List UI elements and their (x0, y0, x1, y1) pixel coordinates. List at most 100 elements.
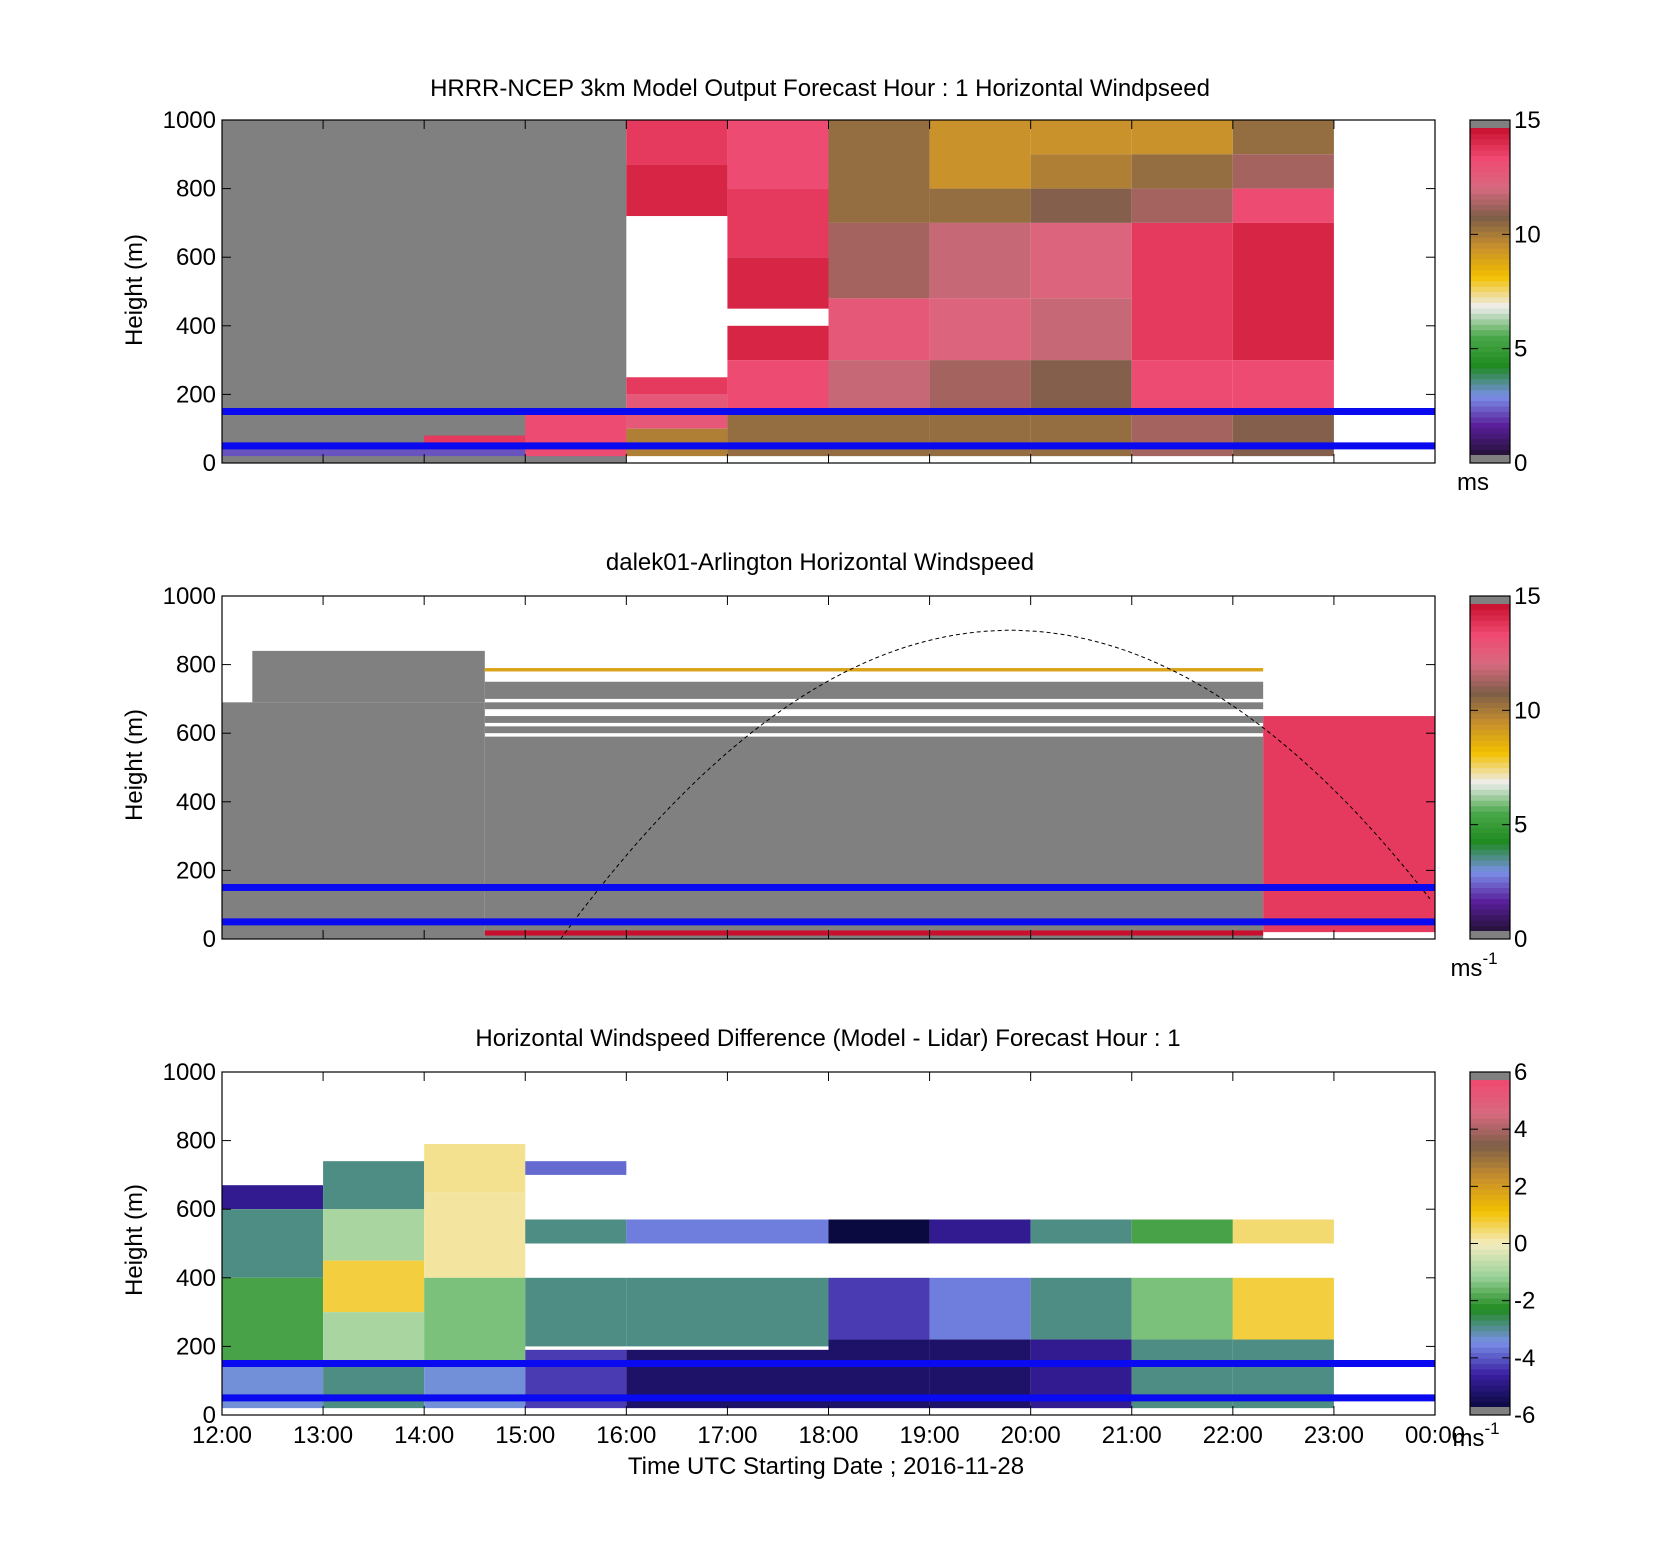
colorbar-segment (1470, 171, 1510, 178)
heatmap-cell (1030, 222, 1132, 299)
colorbar-segment (1470, 204, 1510, 211)
heatmap-cell (1131, 411, 1233, 457)
colorbar-segment (1470, 1080, 1510, 1087)
colorbar-segment (1470, 166, 1510, 173)
colorbar-segment (1470, 307, 1510, 314)
colorbar-segment (1470, 1183, 1510, 1190)
heatmap-cell (1131, 1277, 1233, 1340)
colorbar-segment (1470, 713, 1510, 720)
colorbar-segment (1470, 756, 1510, 763)
colorbar-segment (1470, 296, 1510, 303)
colorbar-segment (1470, 702, 1510, 709)
heatmap-cell (222, 1277, 324, 1364)
model-heatmap-area (222, 120, 1334, 463)
heatmap-cell (929, 1219, 1031, 1244)
colorbar-segment (1470, 642, 1510, 649)
model-colorbar-unit: ms (1457, 469, 1489, 496)
heatmap-cell (1030, 1219, 1132, 1244)
colorbar-segment (1470, 258, 1510, 265)
colorbar-segment (1470, 653, 1510, 660)
difference-overlay (222, 1360, 1435, 1402)
x-tick-label: 22:00 (1203, 1422, 1263, 1449)
y-tick-label: 200 (176, 381, 216, 408)
heatmap-cell (484, 668, 1264, 672)
heatmap-cell (1131, 222, 1233, 361)
x-tick-label: 17:00 (697, 1422, 757, 1449)
difference-axes: 0 200 400 600 800 1000 (163, 1059, 1436, 1429)
heatmap-cell (484, 681, 1264, 699)
colorbar-segment (1470, 187, 1510, 194)
heatmap-cell (1131, 188, 1233, 223)
colorbar-cap (1470, 596, 1510, 604)
heatmap-cell (424, 1363, 526, 1409)
colorbar-segment (1470, 133, 1510, 140)
heatmap-cell (929, 360, 1031, 412)
colorbar-segment (1470, 647, 1510, 654)
heatmap-cell (1232, 1277, 1334, 1340)
colorbar-segment (1470, 778, 1510, 785)
heatmap-cell (1232, 1219, 1334, 1244)
colorbar-segment (1470, 422, 1510, 429)
heatmap-cell (828, 360, 930, 412)
colorbar-segment (1470, 138, 1510, 145)
colorbar-segment (1470, 696, 1510, 703)
lidar-windspeed-panel: dalek01-Arlington Horizontal Windspeed H… (121, 549, 1541, 982)
y-tick-label: 800 (176, 176, 216, 203)
difference-colorbar-unit: ms-1 (1452, 1419, 1499, 1452)
colorbar-segment (1470, 329, 1510, 336)
colorbar-segment (1470, 740, 1510, 747)
heatmap-cell (828, 1219, 930, 1244)
colorbar-segment (1470, 209, 1510, 216)
lidar-overlay (222, 629, 1435, 940)
time-axis-tick-labels: 12:00 13:00 14:00 15:00 16:00 17:00 18:00 19:00… (192, 1422, 1465, 1449)
colorbar-segment (1470, 849, 1510, 856)
colorbar-segment (1470, 351, 1510, 358)
colorbar-segment (1470, 411, 1510, 418)
y-tick-label: 600 (176, 1196, 216, 1223)
colorbar-segment (1470, 843, 1510, 850)
colorbar-segment (1470, 767, 1510, 774)
colorbar-segment (1470, 275, 1510, 282)
colorbar-segment (1470, 1139, 1510, 1146)
colorbar-segment (1470, 1123, 1510, 1130)
difference-colorbar-unit-base: ms (1452, 1425, 1484, 1452)
colorbar-segment (1470, 1347, 1510, 1354)
colorbar-segment (1470, 625, 1510, 632)
colorbar-segment (1470, 193, 1510, 200)
heatmap-cell (626, 120, 728, 165)
colorbar-segment (1470, 1319, 1510, 1326)
colorbar-segment (1470, 215, 1510, 222)
colorbar-segment (1470, 242, 1510, 249)
colorbar-segment (1470, 1363, 1510, 1370)
colorbar-segment (1470, 794, 1510, 801)
colorbar-segment (1470, 335, 1510, 342)
colorbar-segment (1470, 313, 1510, 320)
heatmap-cell (828, 1277, 930, 1340)
colorbar-segment (1470, 1243, 1510, 1250)
model-windspeed-panel: HRRR-NCEP 3km Model Output Forecast Hour… (121, 75, 1541, 496)
heatmap-cell (323, 1161, 425, 1210)
colorbar-segment (1470, 707, 1510, 714)
heatmap-cell (1030, 120, 1132, 155)
colorbar-tick-label: 0 (1514, 450, 1527, 477)
heatmap-cell (828, 298, 930, 361)
colorbar-tick-label: 15 (1514, 583, 1541, 610)
heatmap-cell (222, 1185, 324, 1210)
colorbar-segment (1470, 614, 1510, 621)
colorbar-segment (1470, 286, 1510, 293)
colorbar-segment (1470, 373, 1510, 380)
colorbar-segment (1470, 356, 1510, 363)
y-tick-label: 800 (176, 652, 216, 679)
colorbar-tick-label: 10 (1514, 221, 1541, 248)
colorbar-segment (1470, 1368, 1510, 1375)
colorbar-segment (1470, 427, 1510, 434)
lidar-colorbar-unit: ms-1 (1450, 949, 1497, 982)
heatmap-cell (929, 1277, 1031, 1340)
colorbar-segment (1470, 280, 1510, 287)
colorbar-segment (1470, 1396, 1510, 1403)
colorbar-segment (1470, 1352, 1510, 1359)
heatmap-cell (323, 1209, 425, 1261)
heatmap-cell (323, 1363, 425, 1409)
colorbar-tick-label: -6 (1514, 1402, 1535, 1429)
heatmap-cell (1030, 1277, 1132, 1340)
